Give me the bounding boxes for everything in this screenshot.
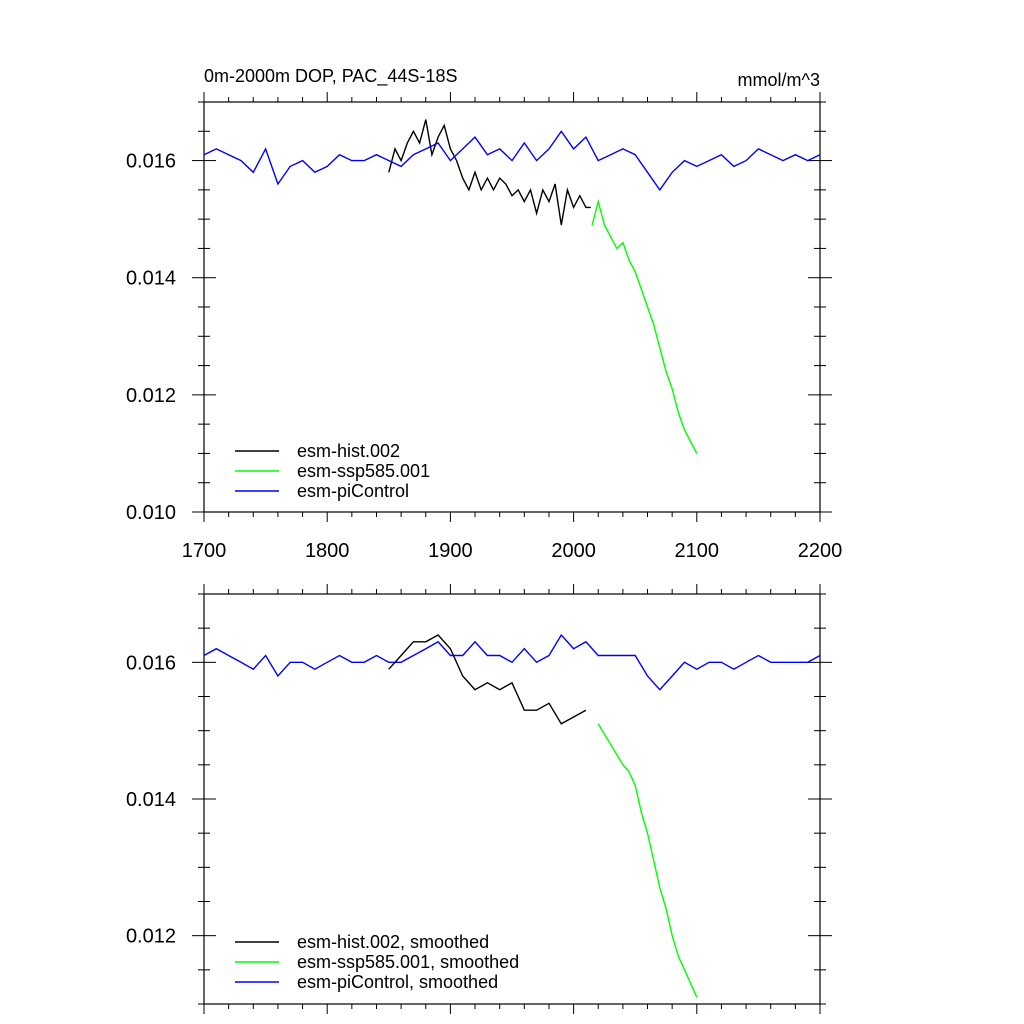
x-tick-label: 1800: [305, 540, 350, 562]
bottom-axis-ticks: 0.012 0.014 0.016: [126, 584, 832, 1014]
top-axis-ticks: 1700 1800 1900 2000 2100 2200 0.010 0.012 0.014 0…: [126, 92, 842, 562]
x-tick-label: 2000: [551, 540, 596, 562]
top-series-line-0: [388, 119, 591, 226]
y-tick-label: 0.014: [126, 789, 176, 811]
x-tick-label: 2200: [798, 540, 843, 562]
x-tick-label: 1900: [428, 540, 473, 562]
y-tick-label: 0.010: [126, 502, 176, 524]
bottom-series-lines: [203, 633, 821, 998]
top-panel-units: mmol/m^3: [738, 70, 820, 90]
y-tick-label: 0.012: [126, 385, 176, 407]
bottom-legend-label: esm-hist.002, smoothed: [297, 932, 489, 952]
y-tick-label: 0.016: [126, 151, 176, 173]
x-tick-label: 1700: [182, 540, 227, 562]
top-legend-label: esm-hist.002: [297, 441, 400, 461]
bottom-legend-label: esm-ssp585.001, smoothed: [297, 952, 519, 972]
bottom-legend-label: esm-piControl, smoothed: [297, 972, 498, 992]
top-series-line-2: [203, 130, 821, 192]
top-panel-title: 0m-2000m DOP, PAC_44S-18S: [204, 66, 457, 87]
top-panel: 0m-2000m DOP, PAC_44S-18S mmol/m^3 1700 1…: [126, 66, 842, 562]
bottom-series-line-1: [597, 723, 698, 998]
y-tick-label: 0.014: [126, 268, 176, 290]
y-tick-label: 0.016: [126, 652, 176, 674]
x-tick-label: 2100: [675, 540, 720, 562]
bottom-series-line-0: [388, 634, 587, 725]
top-legend-label: esm-piControl: [297, 481, 409, 501]
top-legend-label: esm-ssp585.001: [297, 461, 430, 481]
bottom-series-line-2: [203, 633, 821, 691]
top-series-lines: [203, 119, 821, 454]
y-tick-label: 0.012: [126, 926, 176, 948]
top-series-line-1: [591, 198, 698, 454]
